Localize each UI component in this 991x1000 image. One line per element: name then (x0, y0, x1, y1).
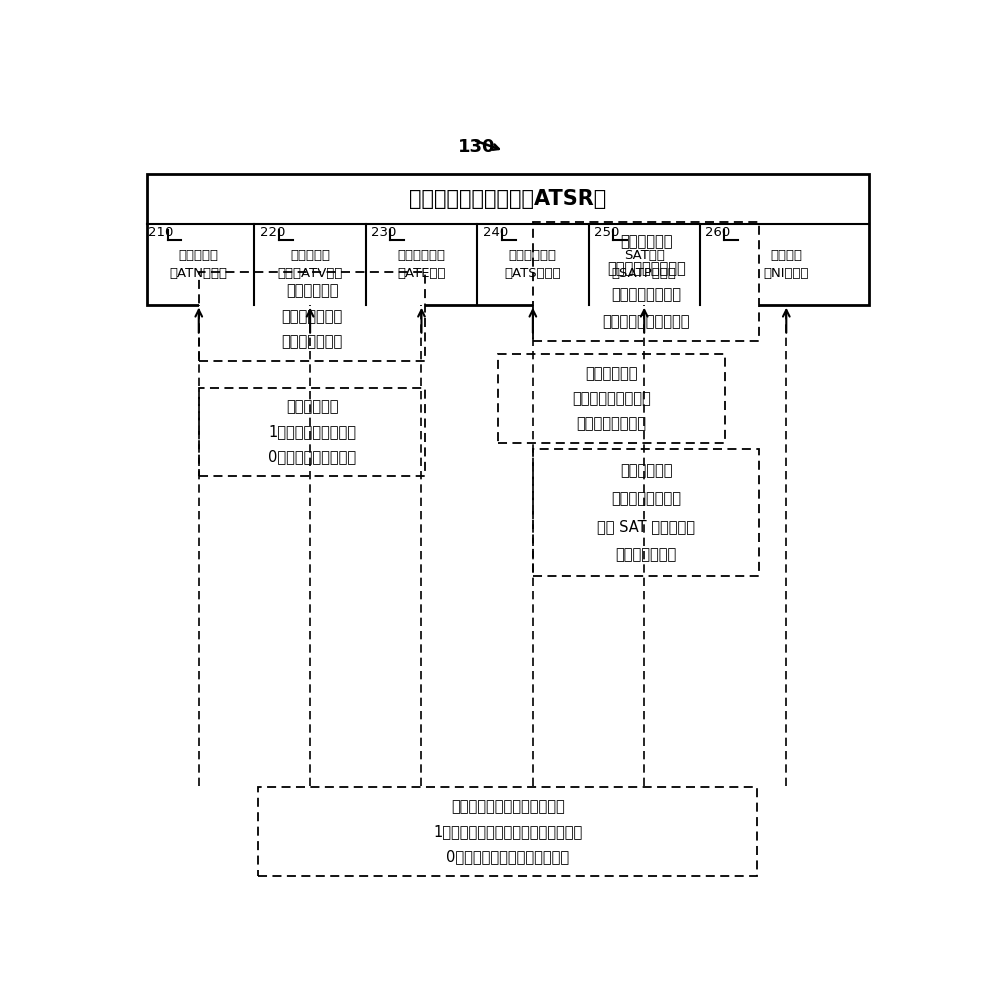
Bar (498, 354, 724, 443)
Text: 发起线程加载: 发起线程加载 (285, 284, 338, 299)
Text: 130: 130 (458, 138, 496, 156)
Bar (199, 388, 425, 476)
Text: 0：没有辅助硬件线程正在执行: 0：没有辅助硬件线程正在执行 (446, 849, 570, 864)
Text: 指令的下一指令的地址: 指令的下一指令的地址 (603, 314, 690, 329)
Text: 辅助线程号
有效（ATV）位: 辅助线程号 有效（ATV）位 (277, 249, 343, 280)
Text: 0：无效辅助硬件线程: 0：无效辅助硬件线程 (268, 450, 356, 465)
Text: 240: 240 (483, 226, 507, 239)
Text: 辅助线程加载: 辅助线程加载 (620, 234, 672, 249)
Bar (259, 787, 757, 876)
Text: 线程的终止指示符: 线程的终止指示符 (577, 417, 646, 432)
Text: 230: 230 (372, 226, 396, 239)
Text: 辅助线程加载: 辅助线程加载 (586, 366, 638, 381)
Bar (199, 272, 425, 361)
Text: 辅助线程执行
（ATE）位: 辅助线程执行 （ATE）位 (397, 249, 446, 280)
Text: 1：有效辅助硬件线程: 1：有效辅助硬件线程 (268, 424, 356, 439)
Text: 1：一个或多个辅助硬件线程正在执行: 1：一个或多个辅助硬件线程正在执行 (433, 824, 583, 839)
Text: 执行 SAT 指令的辅助: 执行 SAT 指令的辅助 (598, 519, 695, 534)
Text: 对应于跟随辅助硬件: 对应于跟随辅助硬件 (606, 261, 686, 276)
Text: 下一指令
（NI）字段: 下一指令 （NI）字段 (763, 249, 809, 280)
Text: 辅助线程状态寄存器（ATSR）: 辅助线程状态寄存器（ATSR） (409, 189, 606, 209)
Text: 辅助线程号
（ATN）字段: 辅助线程号 （ATN）字段 (169, 249, 228, 280)
Text: 发起线程加载: 发起线程加载 (285, 399, 338, 414)
Text: 220: 220 (260, 226, 285, 239)
Bar (533, 449, 759, 576)
Text: 260: 260 (706, 226, 730, 239)
Text: 辅助线程状态
（ATS）字段: 辅助线程状态 （ATS）字段 (504, 249, 561, 280)
Text: 最近终止的辅助硬件: 最近终止的辅助硬件 (572, 391, 651, 406)
Text: 210: 210 (149, 226, 173, 239)
Text: 硬件线程的号码: 硬件线程的号码 (281, 334, 343, 349)
Text: 来自最近停止的、: 来自最近停止的、 (611, 491, 681, 506)
Bar (533, 222, 759, 341)
Bar (147, 174, 869, 305)
Text: 发起线程设置，辅助线程清除: 发起线程设置，辅助线程清除 (451, 799, 565, 814)
Text: 硬件线程的参数: 硬件线程的参数 (615, 548, 677, 563)
Text: 辅助线程加载: 辅助线程加载 (620, 463, 672, 478)
Text: SAT参数
（SATP）字段: SAT参数 （SATP）字段 (611, 249, 677, 280)
Text: 250: 250 (594, 226, 619, 239)
Text: 线程所执行的最后: 线程所执行的最后 (611, 287, 681, 302)
Text: 最近发起的辅助: 最近发起的辅助 (281, 309, 343, 324)
